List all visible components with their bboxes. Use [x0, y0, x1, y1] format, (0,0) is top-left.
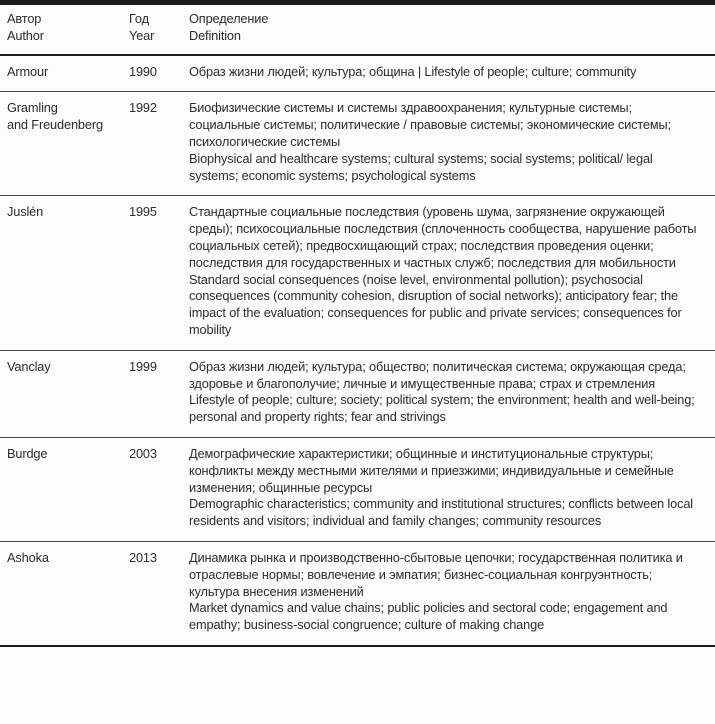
col-header-definition: Определение Definition — [189, 2, 715, 56]
definition-cell: Биофизические системы и системы здравоох… — [189, 91, 715, 196]
table-row: Armour 1990 Образ жизни людей; культура; о… — [0, 55, 715, 92]
definition-paragraph: Биофизические системы и системы здравоох… — [189, 100, 672, 149]
author-line: Armour — [7, 63, 49, 79]
table-row: Burdge 2003 Демографические характеристики… — [0, 436, 715, 542]
table-body: Armour 1990 Образ жизни людей; культура; о… — [0, 55, 715, 646]
year-cell: 2003 — [129, 436, 189, 542]
year-cell: 1990 — [129, 63, 157, 79]
definition-cell: Демографические характеристики; общинные… — [189, 436, 715, 542]
definition-paragraph: Demographic characteristics; community a… — [189, 496, 693, 529]
author-cell: Ashoka — [0, 540, 129, 646]
definition-paragraph: Динамика рынка и производственно-сбытовы… — [189, 549, 683, 599]
definition-cell: Динамика рынка и производственно-сбытовы… — [189, 540, 715, 646]
col-header-definition-ru: Определение — [189, 11, 269, 26]
definition-paragraph: Lifestyle of people; culture; society; p… — [189, 392, 695, 425]
author-cell: Burdge — [0, 436, 129, 542]
col-header-author: Автор Author — [0, 2, 129, 56]
table-row: Gramling and Freudenberg 1992 Биофизические… — [0, 91, 715, 196]
col-header-year: Год Year — [129, 2, 189, 56]
definition-paragraph: Biophysical and healthcare systems; cult… — [189, 150, 653, 183]
definition-cell: Образ жизни людей; культура; общество; п… — [189, 349, 715, 438]
table-row: Ashoka 2013 Динамика рынка и производствен… — [0, 540, 715, 646]
definition-paragraph: Standard social consequences (noise leve… — [189, 271, 682, 337]
author-line: Vanclay — [7, 358, 51, 374]
col-header-definition-en: Definition — [189, 27, 241, 43]
col-header-author-ru: Автор — [7, 11, 42, 26]
table-row: Juslén 1995 Стандартные социальные последс… — [0, 195, 715, 351]
year-cell: 2013 — [129, 540, 189, 646]
author-cell: Vanclay — [0, 349, 129, 438]
header-row: Автор Author Год Year Определение Defini… — [0, 2, 715, 56]
author-line: Ashoka — [7, 549, 49, 565]
definition-cell: Образ жизни людей; культура; община | Li… — [189, 55, 715, 92]
table-header: Автор Author Год Year Определение Defini… — [0, 2, 715, 56]
year-cell: 1992 — [129, 91, 189, 196]
definition-paragraph: Market dynamics and value chains; public… — [189, 600, 668, 633]
author-line: Burdge — [7, 445, 48, 461]
definition-cell: Стандартные социальные последствия (уров… — [189, 195, 715, 351]
author-cell: Armour — [0, 55, 129, 92]
year-cell: 1999 — [129, 349, 189, 438]
col-header-author-en: Author — [7, 27, 44, 43]
definition-paragraph: Образ жизни людей; культура; общество; п… — [189, 358, 686, 391]
author-cell: Gramling and Freudenberg — [0, 91, 129, 196]
table-row: Vanclay 1999 Образ жизни людей; культура; … — [0, 349, 715, 438]
definition-paragraph: Стандартные социальные последствия (уров… — [189, 204, 697, 270]
col-header-year-ru: Год — [129, 11, 149, 26]
definitions-table: Автор Author Год Year Определение Defini… — [0, 0, 715, 647]
author-line: Gramling — [7, 100, 58, 116]
author-cell: Juslén — [0, 195, 129, 351]
definition-paragraph: Демографические характеристики; общинные… — [189, 445, 674, 495]
author-line: and Freudenberg — [7, 117, 103, 133]
author-line: Juslén — [7, 204, 44, 220]
col-header-year-en: Year — [129, 27, 155, 43]
year-cell: 1995 — [129, 195, 189, 351]
definition-paragraph: Образ жизни людей; культура; община | Li… — [189, 63, 637, 79]
